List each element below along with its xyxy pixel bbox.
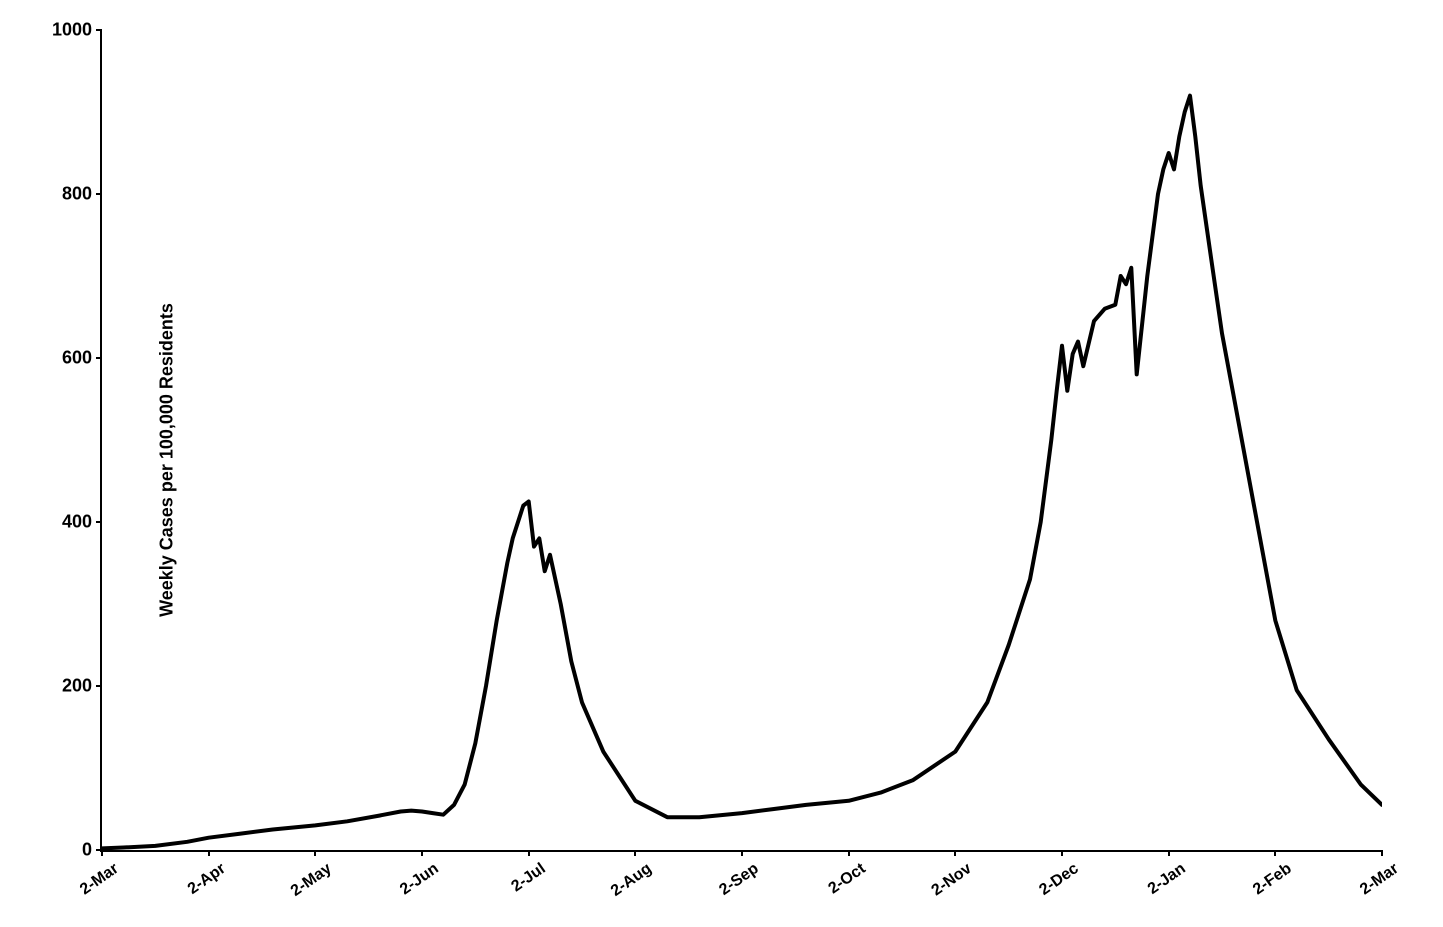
x-tick-mark (421, 850, 423, 856)
y-tick-label: 400 (62, 512, 92, 533)
y-tick-mark (96, 357, 102, 359)
x-tick-mark (848, 850, 850, 856)
x-tick-mark (1168, 850, 1170, 856)
chart-container: Weekly Cases per 100,000 Residents 02004… (20, 20, 1420, 900)
x-tick-label: 2-Mar (1343, 860, 1402, 909)
x-tick-mark (1274, 850, 1276, 856)
x-tick-label: 2-Nov (916, 860, 975, 909)
y-tick-label: 1000 (52, 20, 92, 41)
x-tick-label: 2-Mar (63, 860, 122, 909)
x-tick-mark (528, 850, 530, 856)
x-tick-mark (634, 850, 636, 856)
x-tick-mark (314, 850, 316, 856)
x-tick-label: 2-May (276, 860, 335, 909)
y-tick-mark (96, 685, 102, 687)
y-tick-mark (96, 29, 102, 31)
y-tick-mark (96, 521, 102, 523)
x-tick-mark (741, 850, 743, 856)
y-tick-label: 200 (62, 676, 92, 697)
x-tick-label: 2-Apr (170, 860, 229, 909)
y-tick-mark (96, 193, 102, 195)
x-tick-mark (954, 850, 956, 856)
plot-area: 020040060080010002-Mar2-Apr2-May2-Jun2-J… (100, 30, 1382, 852)
x-tick-mark (1061, 850, 1063, 856)
x-tick-label: 2-Feb (1236, 860, 1295, 909)
x-tick-mark (1381, 850, 1383, 856)
x-tick-label: 2-Aug (596, 860, 655, 909)
y-tick-label: 800 (62, 184, 92, 205)
x-tick-label: 2-Jul (490, 860, 549, 909)
y-tick-label: 600 (62, 348, 92, 369)
x-tick-label: 2-Sep (703, 860, 762, 909)
x-tick-label: 2-Jan (1130, 860, 1189, 909)
x-tick-mark (208, 850, 210, 856)
line-chart-svg (102, 30, 1382, 850)
y-tick-label: 0 (82, 840, 92, 861)
x-tick-label: 2-Dec (1023, 860, 1082, 909)
x-tick-mark (101, 850, 103, 856)
x-tick-label: 2-Oct (810, 860, 869, 909)
x-tick-label: 2-Jun (383, 860, 442, 909)
